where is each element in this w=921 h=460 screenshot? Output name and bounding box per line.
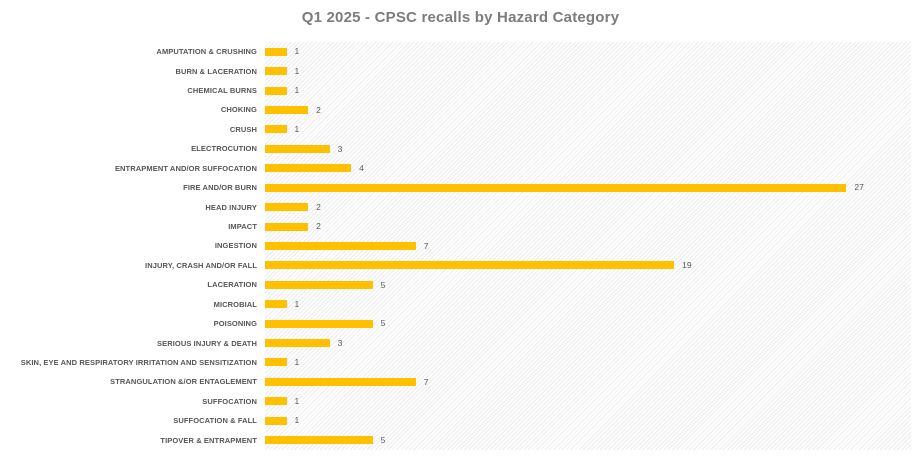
bar-row: 1 [265,120,911,139]
bar-value-label: 1 [294,85,300,96]
chart-body: AMPUTATION & CRUSHING BURN & LACERATION CH… [0,42,921,450]
bar[interactable] [265,416,287,425]
bar-row: 2 [265,217,911,236]
bar-row: 5 [265,275,911,294]
bar[interactable] [265,183,847,192]
category-label: SUFFOCATION [202,396,257,406]
bar-value-label: 1 [294,298,300,309]
bar[interactable] [265,125,287,134]
bar-row: 1 [265,411,911,430]
category-label: MICROBIAL [213,299,257,309]
category-label: FIRE AND/OR BURN [183,183,257,193]
category-label: HEAD INJURY [205,202,257,212]
bar[interactable] [265,319,373,328]
category-label: SERIOUS INJURY & DEATH [157,338,257,348]
bar-row: 1 [265,353,911,372]
bar-value-label: 1 [294,124,300,135]
category-label: CHOKING [220,105,257,115]
bar-value-label: 27 [854,182,864,193]
bar-row: 5 [265,430,911,449]
bar-row: 19 [265,256,911,275]
chart-title: Q1 2025 - CPSC recalls by Hazard Categor… [301,9,620,26]
bar[interactable] [265,436,373,445]
category-label: INJURY, CRASH AND/OR FALL [145,260,257,270]
bar-value-label: 1 [294,46,300,57]
bar-row: 7 [265,372,911,391]
bar[interactable] [265,144,330,153]
bar-value-label: 2 [316,221,321,232]
bar[interactable] [265,241,416,250]
category-label: POISONING [213,319,257,329]
bar-row: 2 [265,100,911,119]
bar-value-label: 2 [316,201,321,212]
category-label: STRANGULATION &/OR ENTAGLEMENT [110,377,257,387]
bar[interactable] [265,67,287,76]
category-label: IMPACT [228,222,257,231]
category-label: AMPUTATION & CRUSHING [156,47,257,57]
bar[interactable] [265,261,675,270]
bar-value-label: 3 [337,337,343,348]
category-axis: AMPUTATION & CRUSHING BURN & LACERATION CH… [0,42,265,450]
bar-value-label: 3 [337,143,343,154]
bar-value-label: 5 [380,279,386,290]
category-label: TIPOVER & ENTRAPMENT [160,435,257,445]
bar-value-label: 5 [380,318,386,329]
category-label: BURN & LACERATION [175,66,257,76]
bar[interactable] [265,203,309,212]
category-label: SKIN, EYE AND RESPIRATORY IRRITATION AND… [20,357,257,367]
bar[interactable] [265,86,287,95]
bar-value-label: 4 [359,162,364,173]
bar[interactable] [265,105,309,114]
bar-row: 1 [265,392,911,411]
bar-value-label: 19 [682,260,692,271]
bar-value-label: 7 [423,376,429,387]
bar-row: 1 [265,81,911,100]
bar[interactable] [265,280,373,289]
bar-row: 1 [265,294,911,313]
bar-row: 2 [265,197,911,216]
bar-value-label: 5 [380,434,386,445]
category-label: INGESTION [214,241,257,251]
bar[interactable] [265,300,287,309]
bar[interactable] [265,47,287,56]
bar-value-label: 1 [294,357,300,368]
bar-row: 1 [265,61,911,80]
bar-row: 3 [265,139,911,158]
bar-row: 27 [265,178,911,197]
bar-value-label: 7 [423,240,429,251]
bar-value-label: 1 [294,65,300,76]
bar[interactable] [265,222,309,231]
category-label: ENTRAPMENT AND/OR SUFFOCATION [114,163,257,173]
bar[interactable] [265,358,287,367]
plot-area: 1 1 1 2 1 3 4 27 2 2 7 19 5 1 5 3 1 7 1 1 5 [265,42,911,450]
category-label: CHEMICAL BURNS [187,86,257,96]
category-label: SUFFOCATION & FALL [173,416,257,426]
bar-value-label: 1 [294,396,300,407]
bar-row: 1 [265,42,911,61]
bar[interactable] [265,339,330,348]
bar-value-label: 1 [294,415,300,426]
bar-value-label: 2 [316,104,321,115]
bar[interactable] [265,377,416,386]
bar[interactable] [265,164,352,173]
category-label: CRUSH [229,124,257,134]
category-label: LACERATION [207,280,257,290]
bar[interactable] [265,397,287,406]
bar-row: 7 [265,236,911,255]
bar-row: 3 [265,333,911,352]
bar-row: 5 [265,314,911,333]
category-label: ELECTROCUTION [191,144,257,154]
bar-row: 4 [265,159,911,178]
